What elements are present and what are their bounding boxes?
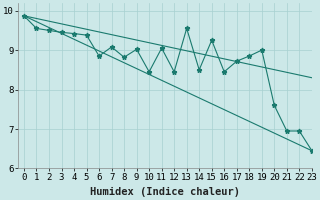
X-axis label: Humidex (Indice chaleur): Humidex (Indice chaleur) (90, 187, 240, 197)
